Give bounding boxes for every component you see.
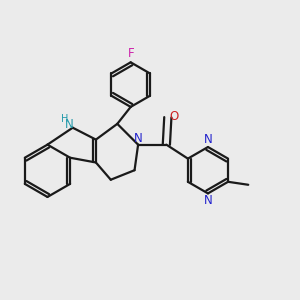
Text: N: N	[64, 118, 73, 130]
Text: F: F	[128, 47, 135, 61]
Text: N: N	[134, 132, 142, 145]
Text: N: N	[204, 133, 212, 146]
Text: O: O	[170, 110, 179, 123]
Text: H: H	[61, 114, 68, 124]
Text: N: N	[204, 194, 212, 207]
